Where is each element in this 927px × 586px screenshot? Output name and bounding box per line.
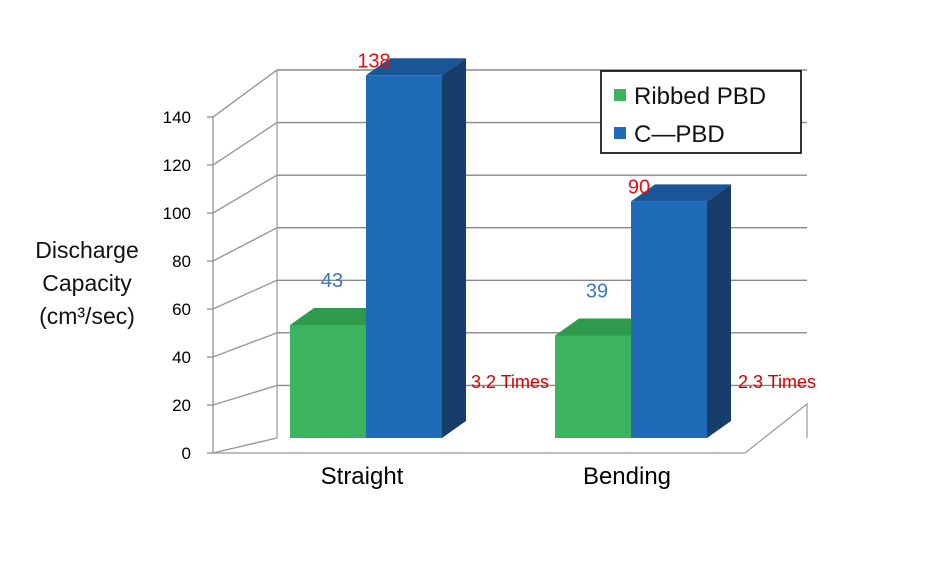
data-label: 138 xyxy=(357,50,390,72)
y-axis-label-line-2: Capacity xyxy=(42,270,132,296)
bar-top-face xyxy=(555,318,655,336)
legend-box xyxy=(600,70,802,154)
data-label: 90 xyxy=(628,176,650,198)
floor-outline xyxy=(213,402,808,454)
y-axis-label-line-3: (cm³/sec) xyxy=(39,303,135,329)
y-tick-label: 80 xyxy=(172,252,191,271)
legend: Ribbed PBD C—PBD xyxy=(600,70,802,154)
gridline-side xyxy=(212,174,278,214)
bar-front-face xyxy=(631,201,707,438)
y-tick-label: 140 xyxy=(163,108,191,127)
bar-bending-0 xyxy=(555,318,655,438)
category-label-straight: Straight xyxy=(321,463,404,490)
data-label: 43 xyxy=(321,270,343,292)
y-tick-labels: 0 20 40 60 80 100 120 140 xyxy=(163,108,191,463)
y-axis-label-line-1: Discharge xyxy=(35,237,139,263)
bar-straight-1 xyxy=(366,58,466,438)
gridline-side xyxy=(212,437,278,454)
legend-label-c-pbd: C—PBD xyxy=(634,121,725,148)
y-tick-label: 20 xyxy=(172,396,191,415)
gridline-side xyxy=(212,384,278,406)
y-tick-label: 60 xyxy=(172,300,191,319)
category-label-bending: Bending xyxy=(583,463,671,490)
bar-front-face xyxy=(366,75,442,438)
chart-walls xyxy=(212,70,808,454)
bar-top-face xyxy=(366,58,466,76)
bar-bending-1 xyxy=(631,184,731,438)
bar-front-face xyxy=(555,335,631,438)
ratio-annotation-straight: 3.2 Times xyxy=(471,372,549,392)
gridline-side xyxy=(212,332,278,358)
ratio-annotation-bending: 2.3 Times xyxy=(738,372,816,392)
legend-label-ribbed-pbd: Ribbed PBD xyxy=(634,83,766,110)
gridline-side xyxy=(212,279,278,310)
bar-front-face xyxy=(290,324,366,438)
y-tick-label: 100 xyxy=(163,204,191,223)
bar-top-face xyxy=(290,307,390,325)
y-tick-label: 0 xyxy=(182,444,191,463)
bar-top-face xyxy=(631,184,731,202)
bar-side-face xyxy=(707,184,731,438)
gridline-side xyxy=(212,69,278,118)
bars: 43 138 39 90 xyxy=(290,50,731,438)
gridline-side xyxy=(212,227,278,262)
legend-swatch-ribbed-pbd xyxy=(614,89,626,101)
gridline-side xyxy=(212,121,278,166)
y-tick-label: 120 xyxy=(163,156,191,175)
data-label: 39 xyxy=(586,280,608,302)
bar-side-face xyxy=(442,58,466,438)
y-tick-label: 40 xyxy=(172,348,191,367)
legend-swatch-c-pbd xyxy=(614,127,626,139)
